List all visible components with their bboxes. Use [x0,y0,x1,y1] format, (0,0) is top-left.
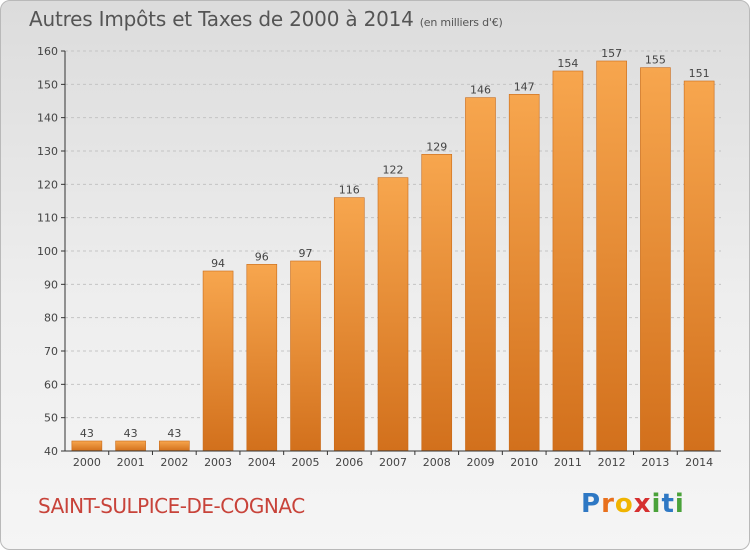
bar [683,80,715,452]
bar [290,260,321,452]
bar [421,154,453,452]
x-tick-label: 2008 [423,456,451,469]
bar [202,270,234,452]
y-tick-label: 130 [37,145,58,158]
labels: 40 50 60 70 80 90 100 110 120 130 140 150 160 43 2000 4… [37,45,713,469]
y-tick-label: 50 [44,412,58,425]
data-label: 147 [514,80,535,93]
logo-letter: t [661,489,675,519]
y-tick-label: 70 [44,345,58,358]
bar [159,440,190,452]
data-label: 43 [124,427,138,440]
logo-letter: P [581,489,602,519]
commune-name: SAINT-SULPICE-DE-COGNAC [38,494,305,518]
x-tick-label: 2000 [73,456,101,469]
bar [640,67,671,452]
x-tick-label: 2011 [554,456,582,469]
x-tick-label: 2009 [466,456,494,469]
data-label: 157 [601,47,622,60]
proxiti-logo: Proxiti [581,489,685,519]
x-tick-label: 2013 [641,456,669,469]
data-label: 43 [167,427,181,440]
bar [377,177,409,452]
x-tick-label: 2010 [510,456,538,469]
bar [71,440,103,452]
x-tick-label: 2006 [335,456,363,469]
y-tick-label: 100 [37,245,58,258]
x-tick-label: 2003 [204,456,232,469]
x-tick-label: 2002 [160,456,188,469]
x-tick-label: 2014 [685,456,713,469]
y-tick-label: 160 [37,45,58,58]
data-label: 151 [689,67,710,80]
data-label: 43 [80,427,94,440]
data-label: 129 [426,140,447,153]
chart-title: Autres Impôts et Taxes de 2000 à 2014 (en… [29,7,503,31]
logo-letter: r [601,489,615,519]
bar [596,60,627,452]
y-tick-label: 110 [37,212,58,225]
data-label: 97 [299,247,313,260]
x-tick-label: 2007 [379,456,407,469]
y-tick-label: 40 [44,445,58,458]
data-label: 154 [557,57,578,70]
x-tick-label: 2001 [117,456,145,469]
y-tick-label: 90 [44,278,58,291]
data-label: 96 [255,250,269,263]
data-label: 146 [470,84,491,97]
y-tick-label: 140 [37,112,58,125]
data-label: 116 [339,184,360,197]
logo-letter: i [651,489,662,519]
logo-letter: x [633,489,652,519]
bar [333,197,365,452]
data-label: 122 [383,164,404,177]
bar [465,97,496,452]
x-tick-label: 2012 [598,456,626,469]
chart-title-text: Autres Impôts et Taxes de 2000 à 2014 [29,7,414,31]
bars [71,60,715,452]
bar [552,70,584,452]
data-label: 155 [645,54,666,67]
y-tick-label: 80 [44,312,58,325]
chart-unit: (en milliers d'€) [419,16,503,29]
axes [61,50,721,455]
data-label: 94 [211,257,225,270]
logo-letter: i [674,489,685,519]
y-tick-label: 150 [37,78,58,91]
y-tick-label: 60 [44,378,58,391]
y-tick-label: 120 [37,178,58,191]
x-tick-label: 2005 [292,456,320,469]
bar [508,94,540,452]
bar [246,264,278,452]
bar [115,440,146,452]
logo-letter: o [614,489,634,519]
x-tick-label: 2004 [248,456,276,469]
